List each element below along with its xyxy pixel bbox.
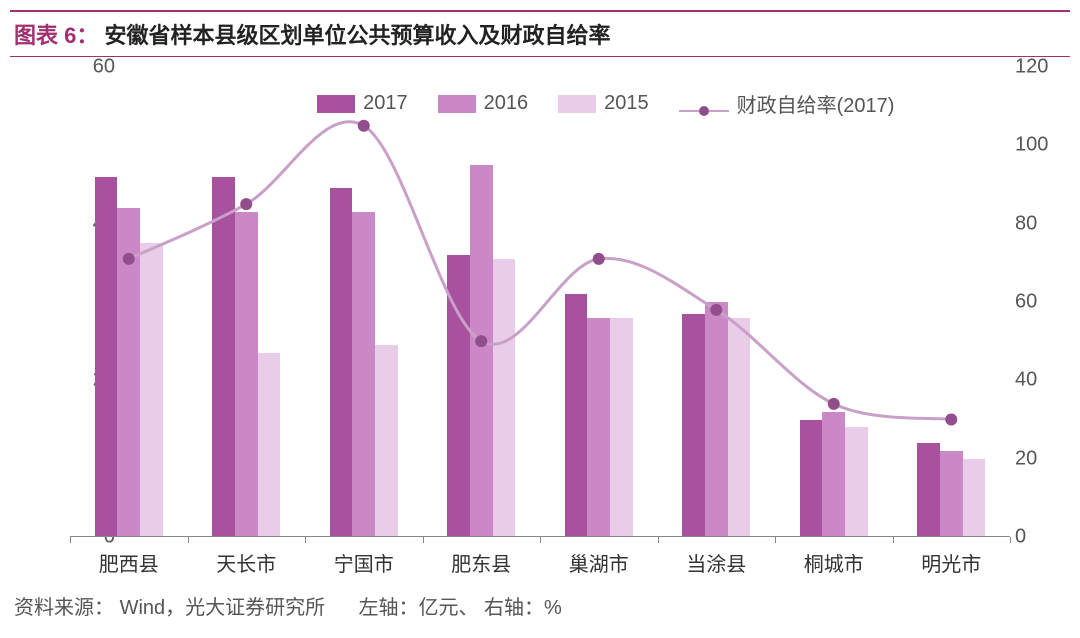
x-tick-label: 宁国市 <box>305 548 423 577</box>
legend-swatch <box>558 95 596 113</box>
x-axis-line <box>70 536 1010 537</box>
line-point <box>710 304 722 316</box>
legend-item: 2015 <box>558 92 649 115</box>
line-point <box>240 198 252 210</box>
legend-item: 2016 <box>438 92 529 115</box>
x-tick-label: 巢湖市 <box>540 548 658 577</box>
x-tick-label: 桐城市 <box>775 548 893 577</box>
y-right-tick: 40 <box>1015 369 1065 392</box>
x-tick-label: 当涂县 <box>658 548 776 577</box>
legend-swatch <box>438 95 476 113</box>
left-axis-note: 左轴：亿元、 <box>358 597 478 619</box>
legend-label: 2015 <box>604 92 649 114</box>
source-text: Wind，光大证券研究所 <box>120 597 326 619</box>
line-point <box>358 120 370 132</box>
legend-swatch <box>317 95 355 113</box>
y-right-tick: 20 <box>1015 447 1065 470</box>
chart-footer: 资料来源： Wind，光大证券研究所 左轴：亿元、 右轴：% <box>10 587 1070 620</box>
legend-item: 2017 <box>317 92 408 115</box>
legend-label: 财政自给率(2017) <box>737 95 895 117</box>
legend: 2017 2016 2015 财政自给率(2017) <box>239 89 972 118</box>
y-axis-left: 0204060 <box>15 67 65 537</box>
line-series <box>129 122 952 420</box>
y-right-tick: 80 <box>1015 212 1065 235</box>
x-tick-label: 肥西县 <box>70 548 188 577</box>
x-axis-labels: 肥西县天长市宁国市肥东县巢湖市当涂县桐城市明光市 <box>70 548 1010 577</box>
y-right-tick: 100 <box>1015 134 1065 157</box>
line-point <box>945 414 957 426</box>
plot-region: 2017 2016 2015 财政自给率(2017) <box>70 67 1010 537</box>
right-axis-note: 右轴：% <box>484 597 562 619</box>
line-point <box>475 335 487 347</box>
legend-line-swatch <box>679 106 729 116</box>
x-tick-label: 天长市 <box>188 548 306 577</box>
y-right-tick: 120 <box>1015 56 1065 79</box>
x-tick-label: 明光市 <box>893 548 1011 577</box>
y-right-tick: 0 <box>1015 526 1065 549</box>
legend-label: 2017 <box>363 92 408 114</box>
chart-area: 0204060 020406080100120 201720162015财政自给… <box>10 57 1070 587</box>
legend-item: 财政自给率(2017) <box>679 89 895 118</box>
title-main: 安徽省样本县级区划单位公共预算收入及财政自给率 <box>104 23 610 48</box>
source-prefix: 资料来源： <box>14 597 114 619</box>
y-right-tick: 60 <box>1015 291 1065 314</box>
chart-title: 图表 6： 安徽省样本县级区划单位公共预算收入及财政自给率 <box>10 10 1070 57</box>
line-layer <box>70 67 1010 537</box>
line-point <box>828 398 840 410</box>
y-axis-right: 020406080100120 <box>1015 67 1065 537</box>
line-point <box>593 253 605 265</box>
legend-label: 2016 <box>484 92 529 114</box>
x-tick-label: 肥东县 <box>423 548 541 577</box>
line-point <box>123 253 135 265</box>
title-prefix: 图表 6： <box>14 23 98 48</box>
